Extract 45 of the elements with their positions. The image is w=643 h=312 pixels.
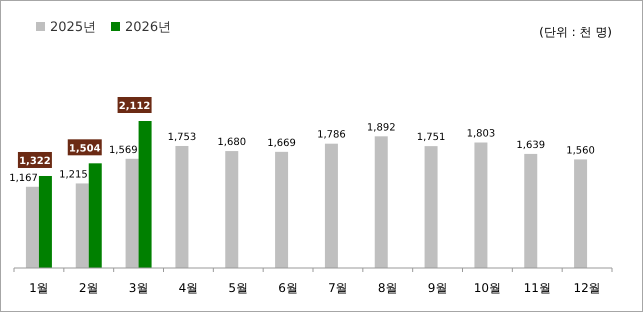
data-label: 1,215	[59, 169, 88, 180]
x-tick-label: 5월	[228, 281, 248, 295]
bar	[324, 144, 338, 268]
bar	[38, 176, 52, 268]
x-tick-label: 8월	[378, 281, 398, 295]
bar	[374, 136, 388, 268]
data-label: 1,680	[217, 137, 246, 148]
bar	[175, 146, 188, 268]
bar	[424, 146, 438, 268]
bar	[474, 142, 488, 268]
x-tick-label: 11월	[524, 281, 551, 295]
legend-label: 2026년	[125, 20, 172, 35]
x-tick-label: 1월	[29, 281, 49, 295]
data-label: 1,669	[267, 138, 296, 149]
x-tick-label: 2월	[78, 281, 99, 295]
bar	[76, 183, 89, 268]
x-tick-label: 10월	[474, 281, 502, 295]
data-label: 1,322	[19, 156, 51, 167]
data-label: 1,639	[516, 140, 546, 151]
x-tick-label: 4월	[178, 281, 198, 295]
bar	[275, 152, 288, 268]
bar	[88, 163, 102, 268]
bar	[524, 154, 538, 268]
x-tick-label: 7월	[328, 281, 348, 295]
text: (단위 : 천 명)	[539, 25, 612, 39]
data-label: 1,167	[9, 172, 38, 184]
bar	[574, 159, 588, 268]
data-label: 1,751	[416, 132, 446, 144]
data-label: 1,569	[108, 144, 138, 156]
x-tick-label: 6월	[278, 281, 298, 295]
x-tick-label: 12월	[573, 281, 601, 295]
bar	[126, 158, 139, 268]
bar	[26, 186, 39, 268]
data-label: 1,803	[466, 128, 496, 140]
data-label: 1,786	[317, 130, 346, 141]
data-label: 1,560	[566, 145, 595, 156]
data-label: 1,504	[68, 143, 101, 154]
x-tick-label: 9월	[428, 281, 448, 295]
x-tick-label: 3월	[128, 281, 148, 295]
bar	[138, 121, 152, 268]
bar	[225, 151, 238, 268]
legend-label: 2025년	[50, 20, 96, 35]
data-label: 2,112	[118, 101, 150, 112]
data-label: 1,892	[366, 122, 396, 134]
data-label: 1,753	[168, 132, 196, 143]
